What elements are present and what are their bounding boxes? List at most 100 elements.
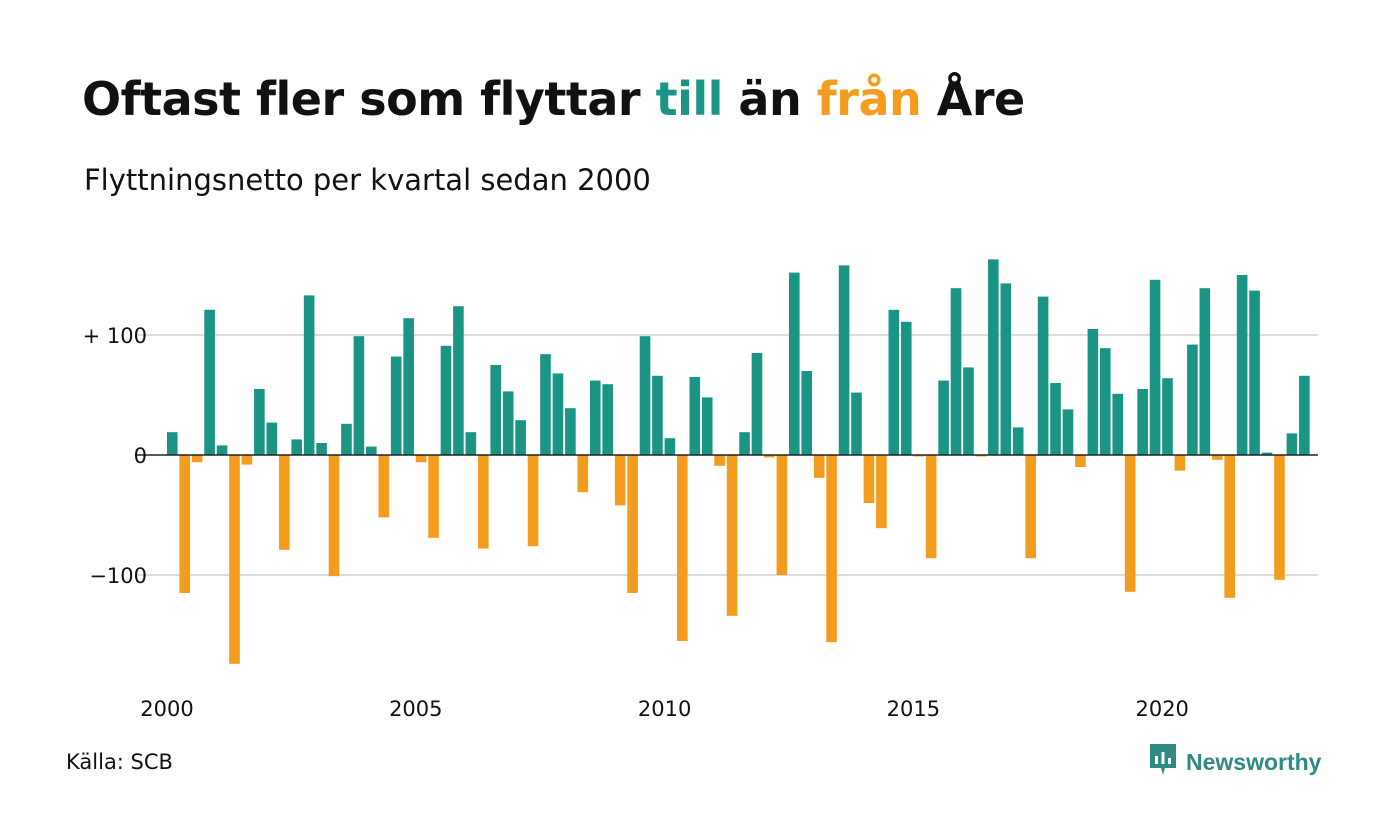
bar-negative <box>1075 455 1086 467</box>
bar-positive <box>1149 279 1161 455</box>
bar-negative <box>714 455 725 466</box>
brand-name: Newsworthy <box>1186 748 1322 775</box>
y-axis-labels: + 100 0 −100 <box>83 324 147 588</box>
bar-positive <box>1100 348 1111 455</box>
y-tick-label: 0 <box>134 444 147 468</box>
bar-positive <box>851 392 862 455</box>
bar-positive <box>540 354 551 455</box>
bar-positive <box>1012 427 1024 455</box>
x-tick-label: 2000 <box>140 697 193 721</box>
y-tick-label: + 100 <box>83 324 147 348</box>
bar-negative <box>1274 455 1285 580</box>
source-note: Källa: SCB <box>66 750 173 774</box>
chart-title: Oftast fler som flyttar till än från Åre <box>82 72 1025 126</box>
bar-negative <box>415 455 427 463</box>
bar-positive <box>739 432 750 455</box>
y-tick-label: −100 <box>89 564 147 588</box>
bar-positive <box>515 420 526 455</box>
bar-negative <box>726 455 738 616</box>
bar-negative <box>1224 455 1235 598</box>
bar-positive <box>1249 290 1260 455</box>
bar-positive <box>1062 409 1074 455</box>
bar-positive <box>453 306 464 455</box>
bar-negative <box>1025 455 1036 559</box>
bar-positive <box>1199 288 1211 455</box>
newsworthy-logo-icon <box>1148 742 1178 782</box>
brand-logo[interactable]: Newsworthy <box>1148 742 1321 782</box>
bar-positive <box>888 309 900 455</box>
bar-positive <box>1286 433 1298 455</box>
bar-negative <box>191 455 203 463</box>
bar-positive <box>440 345 452 455</box>
bar-negative <box>1124 455 1136 592</box>
bar-positive <box>366 446 377 455</box>
bar-positive <box>1236 275 1248 455</box>
bar-negative <box>677 455 688 641</box>
bar-positive <box>701 397 713 455</box>
bar-positive <box>751 353 763 455</box>
bar-positive <box>266 422 278 455</box>
bar-negative <box>478 455 489 549</box>
bar-positive <box>1087 329 1099 455</box>
bar-positive <box>689 377 701 455</box>
bar-positive <box>1162 378 1173 455</box>
bar-positive <box>838 265 850 455</box>
bar-positive <box>353 336 365 455</box>
bar-positive <box>963 367 974 455</box>
bar-negative <box>826 455 837 643</box>
bar-negative <box>1211 455 1223 460</box>
bar-positive <box>552 373 564 455</box>
bar-positive <box>602 384 613 455</box>
bar-negative <box>863 455 875 503</box>
bar-positive <box>341 423 352 455</box>
chart-subtitle: Flyttningsnetto per kvartal sedan 2000 <box>84 163 651 197</box>
bar-positive <box>465 432 477 455</box>
bar-positive <box>216 445 228 455</box>
bar-positive <box>254 389 265 455</box>
bar-positive <box>938 380 949 455</box>
bar-positive <box>1000 283 1012 455</box>
title-till: till <box>655 72 724 126</box>
bar-positive <box>390 356 402 455</box>
bar-negative <box>776 455 788 575</box>
bar-positive <box>1299 375 1310 455</box>
title-part-1: Oftast fler som flyttar <box>82 72 656 126</box>
bar-negative <box>378 455 390 518</box>
bar-positive <box>801 371 813 455</box>
bar-negative <box>179 455 191 593</box>
x-tick-label: 2015 <box>887 697 940 721</box>
bar-negative <box>278 455 290 550</box>
bar-negative <box>925 455 937 559</box>
bar-chart: + 100 0 −100 2000 2005 2010 2015 2020 <box>83 259 1318 721</box>
x-tick-label: 2010 <box>638 697 691 721</box>
x-tick-label: 2020 <box>1135 697 1188 721</box>
bar-positive <box>403 318 414 455</box>
bar-positive <box>1112 393 1124 455</box>
bar-positive <box>490 365 502 455</box>
title-part-2: än <box>722 72 817 126</box>
bar-positive <box>167 432 178 455</box>
bar-positive <box>1187 344 1198 455</box>
bar-positive <box>316 443 327 455</box>
bar-positive <box>652 375 663 455</box>
bar-positive <box>1137 389 1148 455</box>
bar-negative <box>627 455 638 593</box>
bar-positive <box>789 272 800 455</box>
bar-negative <box>328 455 340 577</box>
title-fran: från <box>816 72 922 126</box>
bar-positive <box>900 321 912 455</box>
bar-negative <box>527 455 539 547</box>
bar-positive <box>502 391 514 455</box>
bar-negative <box>1174 455 1186 471</box>
bar-positive <box>1037 296 1049 455</box>
bar-negative <box>229 455 240 664</box>
bar-positive <box>950 288 962 455</box>
bar-positive <box>1261 452 1273 455</box>
bar-positive <box>664 438 676 455</box>
bar-positive <box>589 380 601 455</box>
bar-positive <box>639 336 651 455</box>
bar-negative <box>764 455 775 458</box>
bar-positive <box>1050 383 1061 455</box>
x-tick-label: 2005 <box>389 697 442 721</box>
bar-negative <box>813 455 825 478</box>
